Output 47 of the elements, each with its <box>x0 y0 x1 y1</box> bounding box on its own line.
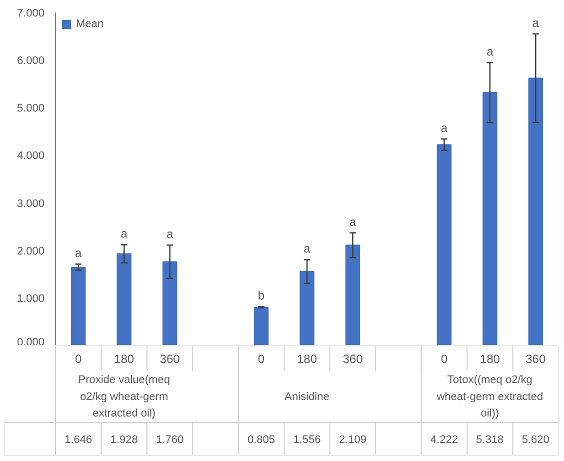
annotation: a <box>532 16 540 30</box>
text: Proxide value(meq o2/kg wheat-germ extracted oil) <box>78 374 170 420</box>
x-tick-label: 0 <box>75 352 82 366</box>
data-label: 0.805 <box>248 434 276 446</box>
bar <box>162 261 178 345</box>
bar <box>116 253 132 345</box>
text: Anisidine <box>284 390 330 403</box>
data-label: 5.318 <box>476 434 504 446</box>
y-tick-label: 3.000 <box>16 198 45 210</box>
data-label: 1.760 <box>156 434 184 446</box>
y-tick-label: 6.000 <box>16 55 45 68</box>
bar <box>254 306 269 345</box>
data-label: 1.556 <box>293 434 321 446</box>
x-tick-label: 360 <box>160 352 180 366</box>
data-label: 1.646 <box>64 434 92 446</box>
x-tick-label: 360 <box>526 352 546 366</box>
annotation: a <box>486 44 494 59</box>
legend-label: Mean <box>76 18 104 30</box>
bar <box>528 78 543 345</box>
bar <box>71 266 86 345</box>
annotation: a <box>304 242 311 256</box>
y-tick-label: 5.000 <box>16 102 45 115</box>
bar <box>345 244 360 345</box>
annotation: a <box>120 226 128 241</box>
annotation: a <box>75 246 82 260</box>
data-label: 4.222 <box>430 434 458 446</box>
x-tick-label: 180 <box>480 352 500 366</box>
x-tick-label: 0 <box>440 352 448 366</box>
annotation: b <box>258 288 265 303</box>
text: Totox((meq o2/kg wheat-germ extracted oil)) <box>436 374 544 420</box>
bar <box>436 144 452 345</box>
data-label: 1.928 <box>110 434 138 446</box>
x-tick-label: 0 <box>258 352 265 366</box>
y-tick-label: 7.000 <box>16 8 45 20</box>
annotation: a <box>349 214 356 229</box>
data-label: 5.620 <box>522 434 550 446</box>
annotation: a <box>440 120 448 135</box>
bar <box>300 270 314 345</box>
data-label: 2.109 <box>338 434 366 446</box>
x-tick-label: 180 <box>114 352 134 366</box>
x-tick-label: 360 <box>342 352 364 366</box>
y-tick-label: 2.000 <box>16 245 45 258</box>
y-tick-label: 1.000 <box>16 292 45 305</box>
y-tick-label: 4.000 <box>16 150 45 162</box>
bar <box>482 92 498 345</box>
annotation: a <box>166 227 174 242</box>
x-tick-label: 180 <box>296 352 318 366</box>
